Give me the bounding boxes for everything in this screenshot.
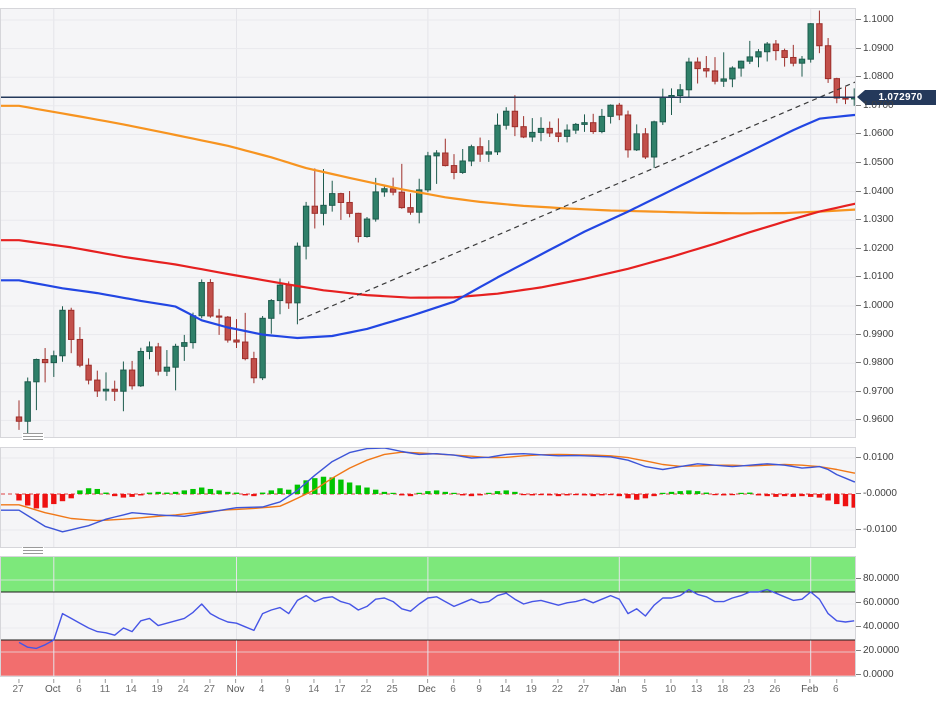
- x-axis-label: 18: [717, 679, 729, 695]
- y-axis-label: 80.0000: [855, 573, 900, 584]
- candlestick-canvas[interactable]: [1, 9, 855, 437]
- x-axis-label: Jan: [610, 679, 627, 695]
- y-axis-label: 0.9900: [856, 328, 894, 340]
- y-axis-label: 1.0400: [856, 185, 894, 197]
- x-axis-label: 5: [641, 679, 648, 695]
- y-axis-label: -0.0000: [856, 488, 897, 499]
- x-axis-label: 9: [284, 679, 291, 695]
- x-axis-label: 24: [177, 679, 189, 695]
- x-axis-label: 11: [99, 679, 111, 695]
- x-axis-label: 13: [691, 679, 703, 695]
- x-axis-label: 22: [360, 679, 372, 695]
- y-axis-label: 1.0900: [856, 42, 894, 54]
- x-axis-label: 14: [308, 679, 320, 695]
- x-axis-label: 6: [833, 679, 839, 695]
- x-axis-label: 4: [258, 679, 265, 695]
- oscillator-panel: [0, 556, 856, 677]
- x-axis-label: 6: [450, 679, 456, 695]
- x-axis-label: 26: [769, 679, 781, 695]
- x-axis-label: Dec: [417, 679, 436, 695]
- panel-resize-handle[interactable]: [22, 547, 44, 556]
- macd-canvas[interactable]: [1, 448, 855, 547]
- x-axis-label: 25: [386, 679, 398, 695]
- y-axis-label: 0.0100: [856, 452, 894, 463]
- macd-panel: [0, 447, 856, 548]
- y-axis-label: 0.9600: [856, 414, 894, 426]
- price-panel: [0, 8, 856, 438]
- x-axis-label: Feb: [801, 679, 819, 695]
- x-axis-label: 14: [499, 679, 511, 695]
- y-axis-label: 1.0000: [856, 300, 894, 311]
- y-axis-label: 1.1000: [856, 14, 894, 25]
- y-axis-label: 0.9800: [856, 357, 894, 369]
- x-axis-label: Oct: [45, 679, 61, 695]
- x-axis-label: 6: [76, 679, 82, 695]
- y-axis-label: 1.0500: [856, 157, 894, 168]
- y-axis-label: 1.0300: [856, 214, 894, 226]
- y-axis-label: 20.0000: [855, 645, 900, 656]
- x-axis-label: 9: [476, 679, 482, 695]
- x-axis-label: 10: [664, 679, 677, 695]
- y-axis-label: 1.0100: [856, 271, 894, 283]
- y-axis-label: -0.0100: [856, 524, 897, 535]
- y-axis-label: 40.0000: [855, 621, 900, 632]
- x-axis-label: 27: [577, 679, 590, 695]
- x-axis-label: Nov: [226, 679, 245, 695]
- x-axis-label: 17: [334, 679, 346, 695]
- x-axis-label: 27: [12, 679, 24, 695]
- price-line-tag-value: 1.072970: [878, 92, 923, 103]
- y-axis-label: 1.0200: [856, 242, 894, 254]
- y-axis-label: 1.0800: [856, 71, 894, 83]
- y-axis-label: 60.0000: [855, 597, 900, 608]
- price-line-tag: 1.072970: [857, 90, 936, 105]
- oscillator-canvas[interactable]: [1, 557, 855, 676]
- x-axis-label: 23: [743, 679, 755, 695]
- x-axis-label: 19: [151, 679, 163, 695]
- y-axis-label: 1.0700: [856, 99, 894, 111]
- y-axis-label: 0.9700: [856, 385, 894, 397]
- panel-resize-handle[interactable]: [22, 433, 44, 442]
- x-axis-label: 27: [203, 679, 215, 695]
- y-axis-label: 0.0000: [856, 669, 894, 680]
- x-axis-label: 22: [551, 679, 563, 695]
- x-axis-label: 14: [125, 679, 137, 695]
- y-axis-label: 1.0600: [856, 128, 894, 140]
- x-axis-label: 19: [525, 679, 537, 695]
